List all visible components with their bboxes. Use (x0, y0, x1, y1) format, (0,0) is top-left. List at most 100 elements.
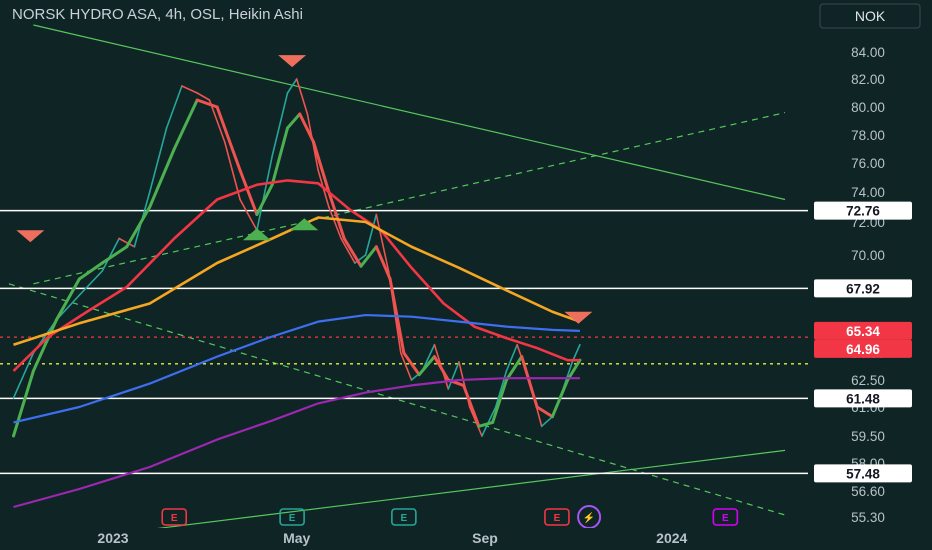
level-badge-label: 61.48 (846, 391, 880, 406)
price-badges: 72.76 67.92 61.48 57.48 65.34 64.96 (814, 201, 912, 483)
price-axis-panel[interactable] (808, 0, 932, 550)
event-earnings-label: E (401, 513, 408, 524)
series-fast-ma-seg (342, 237, 363, 268)
signals (16, 55, 593, 324)
series-fast-ma-seg (462, 383, 481, 428)
series-fast-ma-seg (77, 261, 104, 281)
series-price-seg (118, 237, 136, 248)
series-fast-ma-seg (172, 98, 199, 151)
series-price-seg (447, 361, 460, 390)
series-fast-ma-seg (100, 245, 129, 265)
price-badge (814, 339, 912, 358)
series-group (11, 78, 582, 509)
series-price-seg (256, 155, 274, 232)
series-price-seg (364, 213, 378, 256)
horizontal-levels[interactable] (0, 209, 808, 475)
level-badge (814, 279, 912, 298)
series-fast-ma-seg (432, 355, 450, 382)
series-fast-ma-seg (195, 98, 219, 109)
chart-title: NORSK HYDRO ASA, 4h, OSL, Heikin Ashi (12, 6, 303, 23)
price-badge (814, 321, 912, 340)
level-badge-label: 67.92 (846, 281, 880, 296)
series-price-seg (208, 99, 226, 143)
series-price-seg (271, 92, 289, 157)
event-earnings-icon[interactable] (544, 508, 570, 526)
price-badge-label: 64.96 (846, 342, 880, 357)
series-fast-ma-seg (535, 405, 554, 419)
series-price-seg (505, 343, 518, 372)
event-dividend-label: ⚡ (583, 511, 595, 524)
series-price-seg (494, 370, 508, 408)
event-earnings-icon[interactable] (712, 508, 739, 526)
series-fast-ma-seg (255, 183, 274, 216)
trend-line-1[interactable] (33, 112, 786, 285)
y-tick-label: 55.30 (851, 510, 885, 525)
series-fast-ma-seg (31, 318, 58, 373)
series-fast-ma-seg (298, 112, 316, 144)
y-tick-label: 76.00 (851, 156, 885, 171)
signal-up-2 (242, 228, 271, 241)
series-price-seg (286, 78, 298, 94)
x-tick-label: 2023 (97, 530, 128, 546)
series-price-seg (148, 127, 168, 193)
event-earnings-icon[interactable] (391, 508, 417, 526)
series-fast-ma-seg (550, 378, 570, 419)
series-ma-orange (13, 216, 581, 346)
series-fast-ma-seg (566, 358, 582, 382)
trend-line-0[interactable] (33, 24, 786, 201)
series-fast-ma-seg (491, 378, 508, 424)
series-fast-ma-seg (327, 190, 346, 240)
series-price-seg (196, 92, 211, 101)
event-earnings-icon[interactable] (161, 508, 188, 526)
event-earnings-label: E (171, 513, 178, 524)
y-tick-label: 56.60 (851, 484, 885, 499)
currency-button[interactable]: NOK (819, 3, 921, 29)
y-tick-label: 70.00 (851, 248, 885, 263)
series-price-seg (12, 352, 35, 399)
price-badge-label: 65.34 (846, 324, 880, 339)
series-price-seg (400, 352, 413, 381)
series-price-seg (78, 270, 104, 297)
x-tick-label: 2024 (656, 530, 687, 546)
dotted-levels (0, 336, 808, 365)
series-price-seg (540, 415, 554, 428)
series-fast-ma-seg (270, 126, 290, 187)
series-fast-ma-seg (54, 277, 81, 322)
y-tick-label: 78.00 (851, 128, 885, 143)
series-price-seg (239, 198, 258, 232)
series-price-seg (481, 406, 497, 437)
series-fast-ma-seg (477, 420, 495, 428)
y-tick-label: 62.50 (851, 373, 885, 388)
series-fast-ma-seg (312, 140, 331, 194)
series-fast-ma-seg (11, 369, 35, 438)
y-tick-label: 74.00 (851, 185, 885, 200)
series-price-seg (165, 85, 183, 129)
level-badge (814, 389, 912, 408)
series-fast-ma-seg (402, 351, 421, 377)
series-price-seg (328, 206, 342, 240)
x-tick-label: May (283, 530, 310, 546)
event-earnings-label: E (722, 513, 729, 524)
trend-line-2[interactable] (8, 283, 786, 516)
series-ma-blue (13, 313, 580, 424)
series-fast-ma-seg (359, 245, 378, 268)
level-badge-label: 72.76 (846, 204, 880, 219)
series-ma-purple (13, 377, 580, 509)
series-price-seg (375, 213, 390, 272)
y-tick-label: 82.00 (851, 72, 885, 87)
currency-label: NOK (855, 8, 886, 24)
series-price-seg (340, 237, 356, 264)
event-earnings-icon[interactable] (279, 508, 305, 526)
series-ma-red (12, 179, 580, 372)
series-price-seg (181, 85, 198, 94)
signal-up-3 (290, 218, 319, 231)
level-badge (814, 201, 912, 220)
series-fast-ma-seg (215, 105, 242, 172)
time-axis-panel[interactable] (0, 528, 808, 550)
event-earnings-label: E (289, 513, 296, 524)
series-fast-ma-seg (286, 112, 302, 130)
series-fast-ma-seg (374, 245, 392, 281)
x-tick-label: Sep (472, 530, 498, 546)
